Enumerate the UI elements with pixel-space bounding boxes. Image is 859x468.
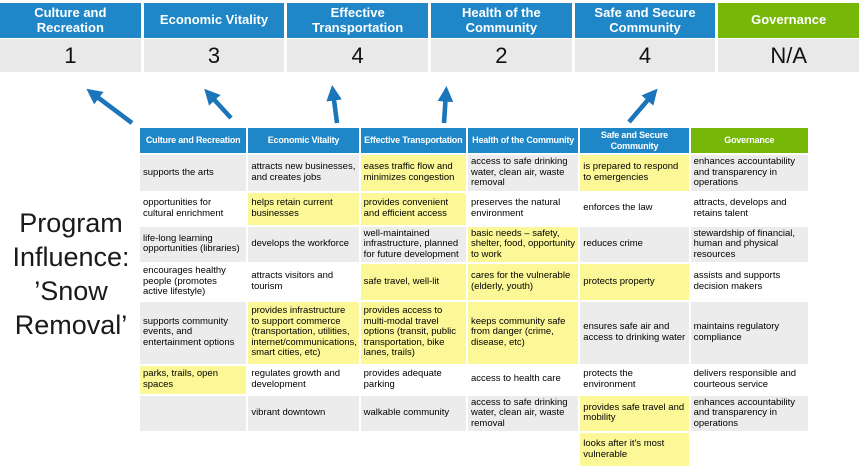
matrix-header-culture-and-recreation: Culture and Recreation	[140, 128, 249, 155]
matrix-cell: develops the workforce	[248, 226, 361, 264]
influence-arrow-safe-and-secure-community	[627, 88, 658, 124]
matrix-row: encourages healthy people (promotes acti…	[140, 264, 810, 302]
matrix-cell: attracts, develops and retains talent	[690, 192, 810, 227]
matrix-cell: parks, trails, open spaces	[140, 365, 249, 396]
matrix-row: supports the arts attracts new businesses…	[140, 155, 810, 193]
matrix-cell: reduces crime	[580, 226, 691, 264]
scorecard-value-effective-transportation: 4	[287, 39, 428, 72]
matrix-cell: life-long learning opportunities (librar…	[140, 226, 249, 264]
matrix-header-governance: Governance	[690, 128, 810, 155]
matrix-cell: opportunities for cultural enrichment	[140, 192, 249, 227]
matrix-header-economic-vitality: Economic Vitality	[248, 128, 361, 155]
matrix-cell: is prepared to respond to emergencies	[580, 155, 691, 193]
matrix-cell: enhances accountability and transparency…	[690, 155, 810, 193]
scorecard-header-health-of-the-community: Health of the Community	[431, 3, 572, 38]
scorecard-value-governance: N/A	[718, 39, 859, 72]
program-influence-line: ’Snow	[34, 276, 108, 306]
matrix-cell: provides adequate parking	[360, 365, 468, 396]
scorecard-value-culture-and-recreation: 1	[0, 39, 141, 72]
scorecard-header-economic-vitality: Economic Vitality	[143, 3, 285, 38]
matrix-row: opportunities for cultural enrichment hel…	[140, 192, 810, 227]
matrix-row: life-long learning opportunities (librar…	[140, 226, 810, 264]
matrix-cell: cares for the vulnerable (elderly, youth…	[467, 264, 581, 302]
matrix-cell: looks after it's most vulnerable	[580, 433, 691, 468]
matrix-cell: maintains regulatory compliance	[690, 301, 810, 366]
matrix-cell: encourages healthy people (promotes acti…	[140, 264, 249, 302]
matrix-cell: enhances accountability and transparency…	[690, 395, 810, 433]
matrix-cell: safe travel, well-lit	[360, 264, 468, 302]
matrix-cell	[248, 433, 361, 468]
matrix-cell: stewardship of financial, human and phys…	[690, 226, 810, 264]
program-influence-line: Influence:	[12, 242, 130, 272]
matrix-cell	[360, 433, 468, 468]
scorecard-header-culture-and-recreation: Culture and Recreation	[0, 3, 141, 38]
matrix-header-label: Health of the Community	[472, 135, 575, 146]
matrix-cell	[467, 433, 581, 468]
matrix-header-effective-transportation: Effective Transportation	[360, 128, 468, 155]
matrix-cell: assists and supports decision makers	[690, 264, 810, 302]
matrix-cell: basic needs – safety, shelter, food, opp…	[467, 226, 581, 264]
matrix-cell: provides safe travel and mobility	[580, 395, 691, 433]
matrix-cell: enforces the law	[580, 192, 691, 227]
matrix-header-label: Effective Transportation	[364, 135, 463, 146]
matrix-cell: protects the environment	[580, 365, 691, 396]
influence-arrow-culture-and-recreation	[86, 88, 134, 125]
matrix-cell	[140, 433, 249, 468]
matrix-cell: well-maintained infrastructure, planned …	[360, 226, 468, 264]
scorecard-header-safe-and-secure-community: Safe and Secure Community	[574, 3, 716, 38]
scorecard-value-health-of-the-community: 2	[431, 39, 572, 72]
matrix-row: looks after it's most vulnerable	[140, 433, 810, 468]
influence-arrow-economic-vitality	[204, 88, 233, 120]
matrix-header-safe-and-secure-community: Safe and Secure Community	[580, 128, 691, 155]
scorecard: Culture and Recreation Economic Vitality E…	[0, 3, 859, 72]
matrix-header-label: Economic Vitality	[267, 135, 340, 146]
matrix-row: supports community events, and entertain…	[140, 301, 810, 366]
matrix-cell: access to safe drinking water, clean air…	[467, 155, 581, 193]
matrix-cell: attracts new businesses, and creates job…	[248, 155, 361, 193]
matrix-cell: supports community events, and entertain…	[140, 301, 249, 366]
matrix-row: parks, trails, open spaces regulates grow…	[140, 365, 810, 396]
matrix-cell: preserves the natural environment	[467, 192, 581, 227]
scorecard-header-governance: Governance	[718, 3, 859, 38]
scorecard-value-safe-and-secure-community: 4	[574, 39, 716, 72]
matrix-header-row: Culture and Recreation Economic Vitality E…	[140, 128, 810, 155]
influence-arrow-health-of-the-community	[437, 85, 454, 124]
matrix-cell: provides convenient and efficient access	[360, 192, 468, 227]
matrix-header-label: Safe and Secure Community	[600, 129, 668, 151]
matrix-cell: provides infrastructure to support comme…	[248, 301, 361, 366]
matrix-header-health-of-the-community: Health of the Community	[467, 128, 581, 155]
matrix-cell	[140, 395, 249, 433]
matrix-cell: access to health care	[467, 365, 581, 396]
matrix-header-label: Culture and Recreation	[145, 135, 241, 146]
program-influence-label: Program Influence: ’Snow Removal’	[0, 206, 142, 342]
matrix-cell: delivers responsible and courteous servi…	[690, 365, 810, 396]
matrix-cell	[690, 433, 810, 468]
matrix-cell: helps retain current businesses	[248, 192, 361, 227]
matrix-cell: regulates growth and development	[248, 365, 361, 396]
program-influence-line: Program	[19, 208, 123, 238]
matrix-row: vibrant downtown walkable community access…	[140, 395, 810, 433]
benefits-matrix-table: Culture and Recreation Economic Vitality E…	[140, 128, 810, 468]
influence-arrow-effective-transportation	[326, 85, 342, 124]
matrix-cell: protects property	[580, 264, 691, 302]
matrix-cell: vibrant downtown	[248, 395, 361, 433]
matrix-cell: walkable community	[360, 395, 468, 433]
matrix-cell: keeps community safe from danger (crime,…	[467, 301, 581, 366]
matrix-cell: supports the arts	[140, 155, 249, 193]
scorecard-value-economic-vitality: 3	[143, 39, 285, 72]
matrix-cell: eases traffic flow and minimizes congest…	[360, 155, 468, 193]
matrix-cell: provides access to multi-modal travel op…	[360, 301, 468, 366]
program-influence-line: Removal’	[14, 310, 128, 340]
matrix-cell: attracts visitors and tourism	[248, 264, 361, 302]
matrix-cell: access to safe drinking water, clean air…	[467, 395, 581, 433]
scorecard-header-effective-transportation: Effective Transportation	[287, 3, 428, 38]
matrix-cell: ensures safe air and access to drinking …	[580, 301, 691, 366]
matrix-header-label: Governance	[724, 135, 775, 146]
